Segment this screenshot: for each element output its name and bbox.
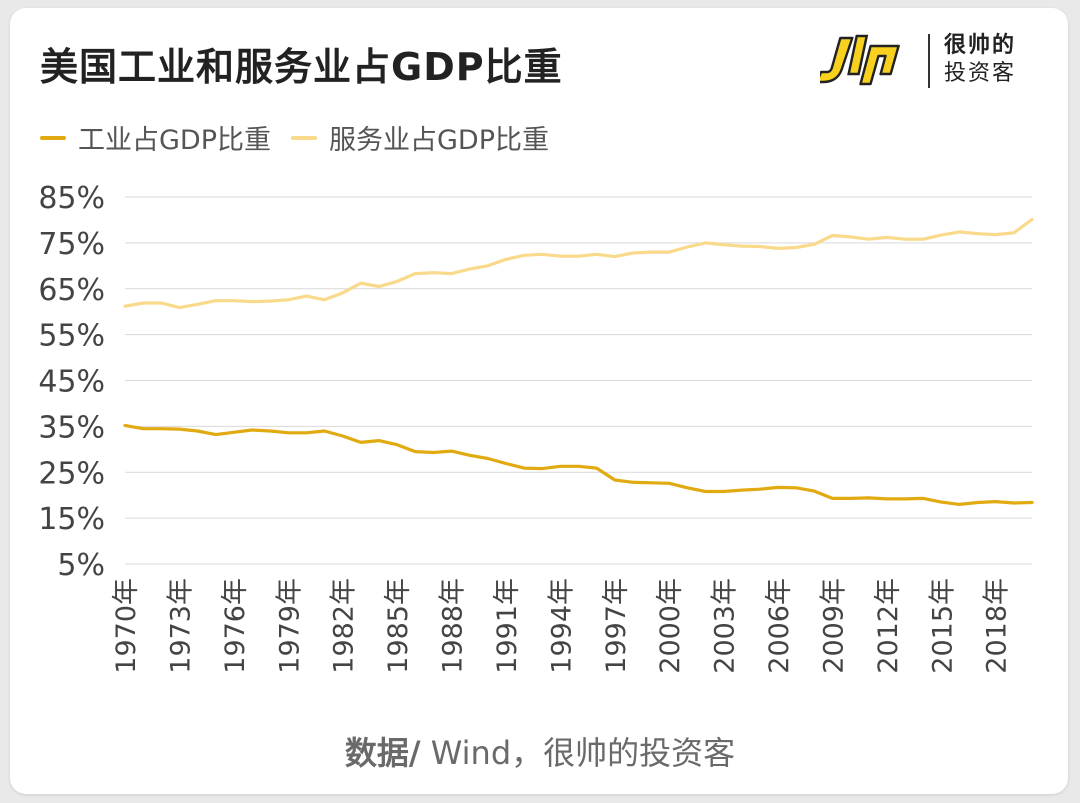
x-tick-label: 1973年 [165,578,196,674]
data-source: 数据/ Wind，很帅的投资客 [0,728,1080,774]
y-tick-label: 65% [38,273,105,308]
y-tick-label: 35% [38,410,105,445]
x-tick-label: 2018年 [982,578,1013,674]
legend-swatch-industry [40,135,66,140]
x-tick-label: 2009年 [818,578,849,674]
x-tick-label: 2006年 [764,578,795,674]
x-tick-label: 1994年 [546,578,577,674]
x-tick-label: 1979年 [274,578,305,674]
series-line-services [123,217,1034,310]
legend-swatch-services [291,135,317,140]
x-tick-label: 1970年 [111,578,142,674]
legend-label-industry: 工业占GDP比重 [78,125,271,156]
y-tick-label: 45% [38,365,105,400]
legend-item-services: 服务业占GDP比重 [291,118,549,157]
legend-item-industry: 工业占GDP比重 [40,118,271,157]
x-tick-label: 1988年 [438,578,469,674]
series-line-industry [123,423,1034,506]
logo-text: 很帅的 投资客 [944,32,1016,88]
chart-card [10,8,1068,794]
logo-line-2: 投资客 [944,61,1017,86]
x-tick-label: 1991年 [492,578,523,674]
logo-line-1: 很帅的 [944,33,1017,58]
logo-icon [820,34,900,86]
x-tick-label: 2015年 [927,578,958,674]
y-tick-label: 85% [38,181,105,216]
x-tick-label: 2000年 [655,578,686,674]
legend-label-services: 服务业占GDP比重 [329,125,549,156]
x-tick-label: 1982年 [329,578,360,674]
y-tick-label: 25% [38,456,105,491]
chart-legend: 工业占GDP比重 服务业占GDP比重 [40,118,569,157]
source-label: 数据/ [344,734,421,772]
y-tick-label: 5% [57,548,105,583]
logo-divider [928,34,930,88]
x-tick-label: 1976年 [220,578,251,674]
y-tick-label: 15% [38,502,105,537]
y-tick-label: 55% [38,319,105,354]
chart-title: 美国工业和服务业占GDP比重 [40,45,563,89]
x-tick-label: 2012年 [873,578,904,674]
y-tick-label: 75% [38,227,105,262]
source-text: Wind，很帅的投资客 [420,734,736,772]
x-tick-label: 1997年 [601,578,632,674]
brand-logo: 很帅的 投资客 [820,30,1040,94]
x-tick-label: 1985年 [383,578,414,674]
x-tick-label: 2003年 [710,578,741,674]
